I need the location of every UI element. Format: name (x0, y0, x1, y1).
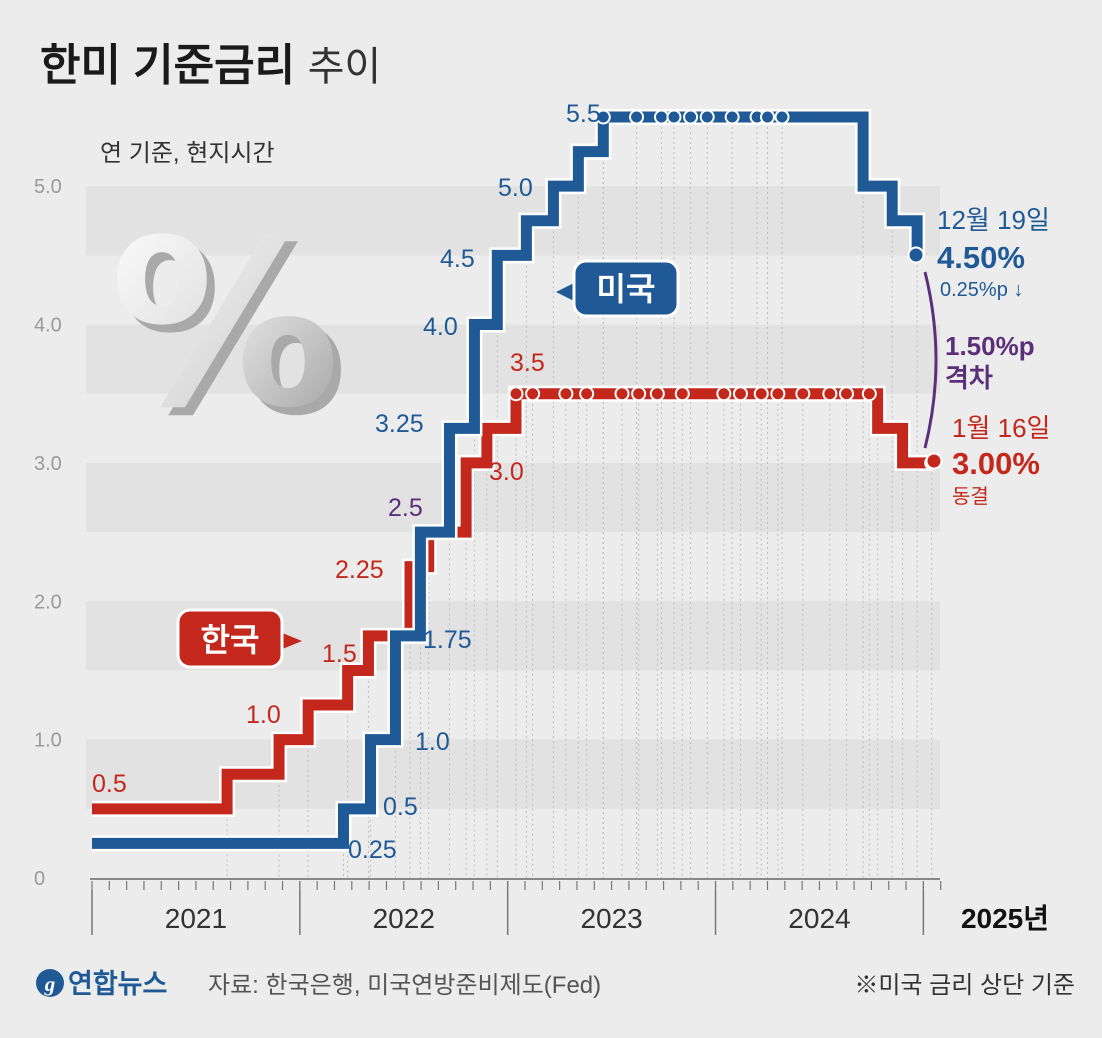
us-callout-pointer (556, 283, 574, 301)
us-rate-label: 5.0 (498, 174, 533, 202)
y-tick-label: 2.0 (34, 591, 62, 613)
us-series: 0.25 0.5 1.0 1.75 2.5 3.25 4.0 4.5 5.0 5.5 (92, 100, 926, 864)
korea-hold-marker (579, 386, 595, 402)
korea-hold-marker (822, 386, 838, 402)
grid-band (86, 186, 940, 256)
korea-hold-marker (614, 386, 630, 402)
year-label: 2023 (580, 903, 642, 934)
korea-rate-label: 2.25 (335, 556, 384, 584)
us-rate-label: 4.5 (440, 245, 475, 273)
page-title: 한미 기준금리 추이 (40, 41, 381, 90)
us-hold-marker (653, 109, 669, 125)
us-rate-label: 2.5 (388, 494, 423, 522)
y-axis: 0 1.0 2.0 3.0 4.0 5.0 (34, 176, 62, 890)
us-callout: 미국 (556, 259, 680, 318)
korea-callout-label: 한국 (201, 622, 260, 658)
korea-end-marker (925, 452, 943, 470)
us-rate-line (92, 111, 923, 849)
us-hold-marker (683, 109, 699, 125)
korea-hold-marker (753, 386, 769, 402)
us-rate-label: 4.0 (423, 313, 458, 341)
percent-graphic: % (110, 192, 340, 459)
year-label: 2025년 (961, 903, 1049, 934)
y-tick-label: 4.0 (34, 315, 62, 337)
us-end-value: 4.50% (937, 240, 1025, 275)
source-logo-text: 연합뉴스 (68, 969, 167, 999)
us-rate-label: 3.25 (375, 410, 424, 438)
us-hold-marker (629, 109, 645, 125)
us-end-marker (907, 246, 925, 264)
korea-hold-marker (716, 386, 732, 402)
korea-rate-label: 1.5 (322, 640, 357, 668)
y-tick-label: 1.0 (34, 730, 62, 752)
source-text: 자료: 한국은행, 미국연방준비제도(Fed) (208, 972, 601, 999)
grid-band (86, 462, 940, 533)
korea-end-value: 3.00% (952, 446, 1040, 481)
korea-hold-marker (525, 386, 541, 402)
korea-callout-pointer (280, 632, 302, 650)
title-bold: 한미 기준금리 (40, 41, 295, 90)
us-end-change: 0.25%p ↓ (940, 279, 1023, 301)
y-tick-label: 0 (34, 868, 45, 890)
background-bands (86, 186, 940, 809)
korea-hold-marker (861, 386, 877, 402)
korea-hold-marker (795, 386, 811, 402)
korea-end-date: 1월 16일 (952, 413, 1050, 443)
source-logo: g 연합뉴스 (36, 969, 167, 999)
us-rate-label: 0.25 (348, 836, 397, 864)
us-rate-label: 1.0 (415, 728, 450, 756)
korea-hold-marker (558, 386, 574, 402)
korea-rate-label: 3.0 (489, 458, 524, 486)
us-hold-marker (724, 109, 740, 125)
us-end-date: 12월 19일 (937, 205, 1050, 235)
korea-rate-label: 0.5 (92, 770, 127, 798)
y-tick-label: 5.0 (34, 176, 62, 198)
x-axis: 2021 2022 2023 2024 2025년 (90, 878, 1049, 935)
percent-graphic-shadow: % (118, 200, 348, 467)
grid-band (86, 324, 940, 394)
y-tick-label: 3.0 (34, 453, 62, 475)
us-hold-marker (774, 109, 790, 125)
korea-rate-label: 3.5 (510, 349, 545, 377)
gap-label: 격차 (945, 363, 993, 393)
title-light: 추이 (308, 45, 382, 89)
us-callout-label: 미국 (597, 271, 656, 307)
svg-text:g: g (44, 972, 56, 996)
korea-hold-marker (649, 386, 665, 402)
footnote: ※미국 금리 상단 기준 (854, 972, 1075, 999)
us-hold-marker (666, 109, 682, 125)
korea-hold-marker (838, 386, 854, 402)
korea-hold-marker (770, 386, 786, 402)
yonhap-logo-icon (36, 969, 64, 997)
korea-hold-marker (508, 386, 524, 402)
korea-rate-label: 1.0 (246, 701, 281, 729)
us-hold-marker (699, 109, 715, 125)
korea-hold-marker (631, 386, 647, 402)
gap-value: 1.50%p (945, 331, 1035, 361)
korea-callout-box (176, 608, 284, 669)
korea-hold-marker (674, 386, 690, 402)
korea-hold-marker (732, 386, 748, 402)
korea-callout: 한국 (176, 608, 302, 669)
us-rate-label: 1.75 (423, 626, 472, 654)
us-hold-marker (759, 109, 775, 125)
gap-bracket (923, 271, 938, 449)
year-label: 2022 (373, 903, 435, 934)
us-rate-label: 0.5 (383, 793, 418, 821)
year-label: 2024 (788, 903, 850, 934)
korea-end-change: 동결 (952, 485, 989, 508)
chart-subtitle: 연 기준, 현지시간 (100, 140, 275, 167)
us-callout-box (572, 259, 680, 318)
year-label: 2021 (165, 903, 227, 934)
us-rate-label: 5.5 (566, 100, 601, 128)
grid-band (86, 739, 940, 809)
us-hold-marker (595, 109, 611, 125)
